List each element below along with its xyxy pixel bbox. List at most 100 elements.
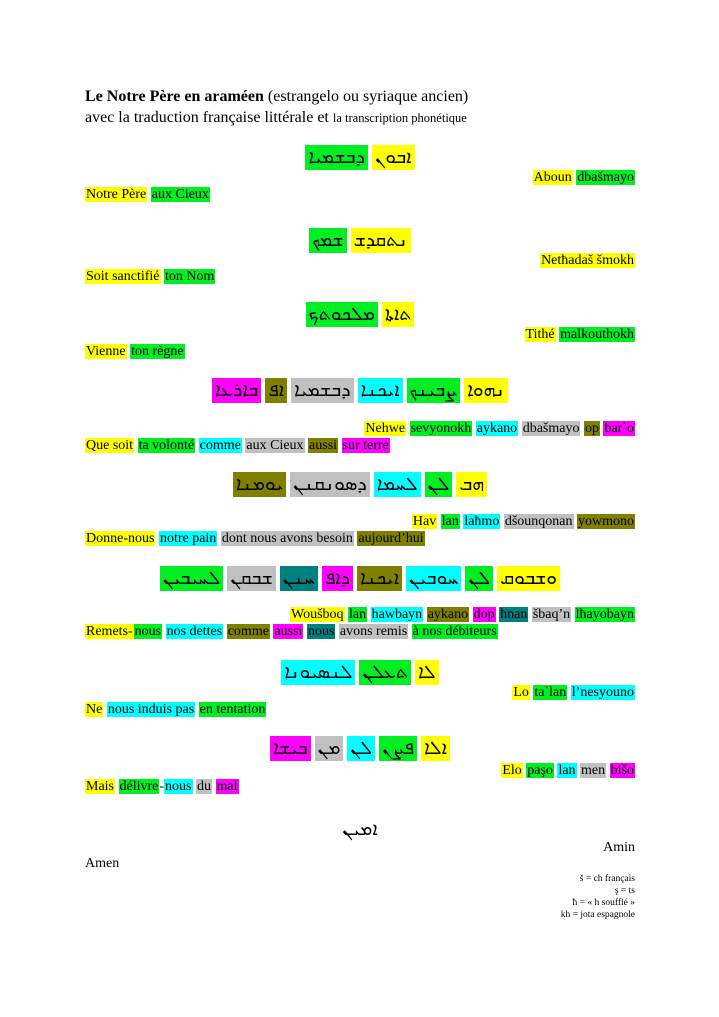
syriac-word: ܐܒܘܢ — [371, 145, 415, 170]
translit-word: malkouthokh — [559, 327, 635, 342]
french-word: en tentation — [198, 702, 267, 717]
french-word: délivre — [118, 779, 160, 794]
verse-3-translit: Tithé malkouthokh — [85, 326, 635, 343]
syriac-word: ܕܐܦ — [321, 566, 354, 591]
translit-word: dop — [472, 607, 496, 622]
translit-word: laħmo — [463, 514, 501, 529]
french-word: Que soit — [85, 438, 135, 453]
title-bold: Le Notre Père en araméen — [85, 88, 264, 105]
french-word: aussi — [308, 438, 339, 453]
french-word: Mais — [85, 779, 115, 794]
note-line: kh = jota espagnole — [560, 910, 635, 920]
syriac-word: ܠܢ — [424, 472, 453, 497]
verse-1-syriac: ܕܒܫܡܝܐ ܐܒܘܢ — [85, 145, 635, 170]
translit-word: ta`lan — [533, 685, 568, 700]
translit-word: Nehwe — [364, 421, 407, 436]
syriac-word: ܗܒ — [456, 472, 488, 497]
translit-word: Aboun — [532, 170, 573, 185]
verse-2-translit: Netħadaš šmokh — [85, 252, 635, 269]
verse-6-french: Remets-nous nos dettes comme aussi nous … — [85, 623, 685, 640]
french-word: notre pain — [158, 531, 218, 546]
syriac-word: ܢܗܘܐ — [464, 378, 508, 403]
syriac-word: ܫܡܟ — [309, 228, 347, 253]
translit-word: ħnan — [499, 607, 529, 622]
french-word — [115, 779, 119, 794]
verse-6-syriac: ܠܚܝܒܝܢ ܫܒܩܢ ܚܢܢ ܕܐܦ ܐܝܟܢܐ ܚܘܒܝܢ ܠܢ ܘܫܒܘܩ — [85, 566, 635, 591]
french-word: nous — [133, 624, 163, 639]
syriac-word: ܬܐܬܐ — [381, 302, 415, 327]
syriac-word: ܠܢܣܝܘܢܐ — [281, 660, 356, 685]
verse-1-french: Notre Père aux Cieux — [85, 186, 685, 203]
verse-9-translit: Amin — [85, 839, 635, 856]
title-line2: avec la traduction française littérale e… — [85, 109, 333, 126]
french-word — [212, 779, 216, 794]
translit-word: bar`o — [603, 421, 635, 436]
french-word: Amen — [85, 856, 120, 871]
verse-7-french: Ne nous induis pas en tentation — [85, 701, 685, 718]
syriac-word: ܠܐ — [415, 660, 439, 685]
french-word: - — [159, 779, 165, 794]
title-rest: (estrangelo ou syriaque ancien) — [263, 88, 469, 105]
syriac-word: ܢܬܩܕܫ — [350, 228, 411, 253]
syriac-word: ܚܢܢ — [279, 566, 318, 591]
title-line-2: avec la traduction française littérale e… — [85, 107, 468, 129]
translit-word: op — [583, 421, 600, 436]
document-title: Le Notre Père en araméen (estrangelo ou … — [85, 86, 468, 129]
syriac-word: ܕܒܫܡܝܐ — [305, 145, 368, 170]
translit-word: lan — [440, 514, 460, 529]
french-word: du — [196, 779, 212, 794]
french-word: ton règne — [130, 344, 185, 359]
translit-word: Lo — [512, 685, 530, 700]
verse-4-translit: Nehwe sevyonokh aykano dbašmayo op bar`o — [85, 420, 635, 437]
french-word: ton Nom — [164, 269, 216, 284]
translit-word: lħayobayn — [574, 607, 635, 622]
french-word: Vienne — [85, 344, 127, 359]
translit-word: lan — [348, 607, 368, 622]
translit-word: bišo — [609, 763, 635, 778]
french-word: nous — [306, 624, 336, 639]
verse-5-french: Donne-nous notre pain dont nous avons be… — [85, 530, 685, 547]
verse-6-translit: Woušboq lan hawbayn aykano dop ħnan šbaq… — [85, 606, 635, 623]
translit-word: men — [580, 763, 607, 778]
syriac-word: ܡܢ — [314, 736, 344, 761]
syriac-word: ܚܘܒܝܢ — [406, 566, 462, 591]
verse-2-french: Soit sanctifié ton Nom — [85, 268, 685, 285]
translit-word: šbaq’n — [531, 607, 572, 622]
syriac-word: ܐܦ — [265, 378, 288, 403]
syriac-word: ܫܒܩܢ — [227, 566, 276, 591]
translit-word: dšounqonan — [503, 514, 574, 529]
verse-2-syriac: ܫܡܟ ܢܬܩܕܫ — [85, 228, 635, 253]
french-word: nous induis pas — [106, 702, 196, 717]
syriac-word: ܕܣܘܢܩܢܢ — [290, 472, 370, 497]
french-word: nous — [164, 779, 193, 794]
translit-word: paşo — [526, 763, 554, 778]
french-word: aussi — [273, 624, 304, 639]
french-word: Donne-nous — [85, 531, 156, 546]
verse-3-syriac: ܡܠܟܘܬܟ ܬܐܬܐ — [85, 302, 635, 327]
translit-word: sevyonokh — [409, 421, 473, 436]
syriac-word: ܦܨܢ — [379, 736, 418, 761]
note-line: ş = ts — [614, 886, 635, 896]
title-line-1: Le Notre Père en araméen (estrangelo ou … — [85, 86, 468, 107]
french-word: Remets- — [85, 624, 134, 639]
syriac-word: ܒܐܪܥܐ — [212, 378, 262, 403]
french-word: comme — [198, 438, 242, 453]
syriac-word: ܐܝܟܢܐ — [357, 566, 403, 591]
verse-4-french: Que soit ta volonté comme aux Cieux auss… — [85, 437, 685, 454]
french-word: sur terre — [341, 438, 390, 453]
translit-word: Amin — [603, 840, 635, 855]
syriac-word: ܠܢ — [465, 566, 494, 591]
translit-word: lan — [557, 763, 577, 778]
verse-8-french: Mais délivre-nous du mal — [85, 778, 685, 795]
french-word: mal — [215, 779, 239, 794]
syriac-word: ܠܚܡܐ — [373, 472, 421, 497]
verse-9-syriac: ܐܡܝܢ — [85, 817, 635, 842]
verse-5-translit: Hav lan laħmo dšounqonan yowmono — [85, 513, 635, 530]
verse-5-syriac: ܝܘܡܢܐ ܕܣܘܢܩܢܢ ܠܚܡܐ ܠܢ ܗܒ — [85, 472, 635, 497]
syriac-word: ܐܝܟܢܐ — [357, 378, 403, 403]
note-line: ħ = « h soufflé » — [572, 898, 635, 908]
syriac-word: ܘܫܒܘܩ — [497, 566, 561, 591]
french-word: aux Cieux — [150, 187, 210, 202]
translit-word: Tithé — [524, 327, 556, 342]
